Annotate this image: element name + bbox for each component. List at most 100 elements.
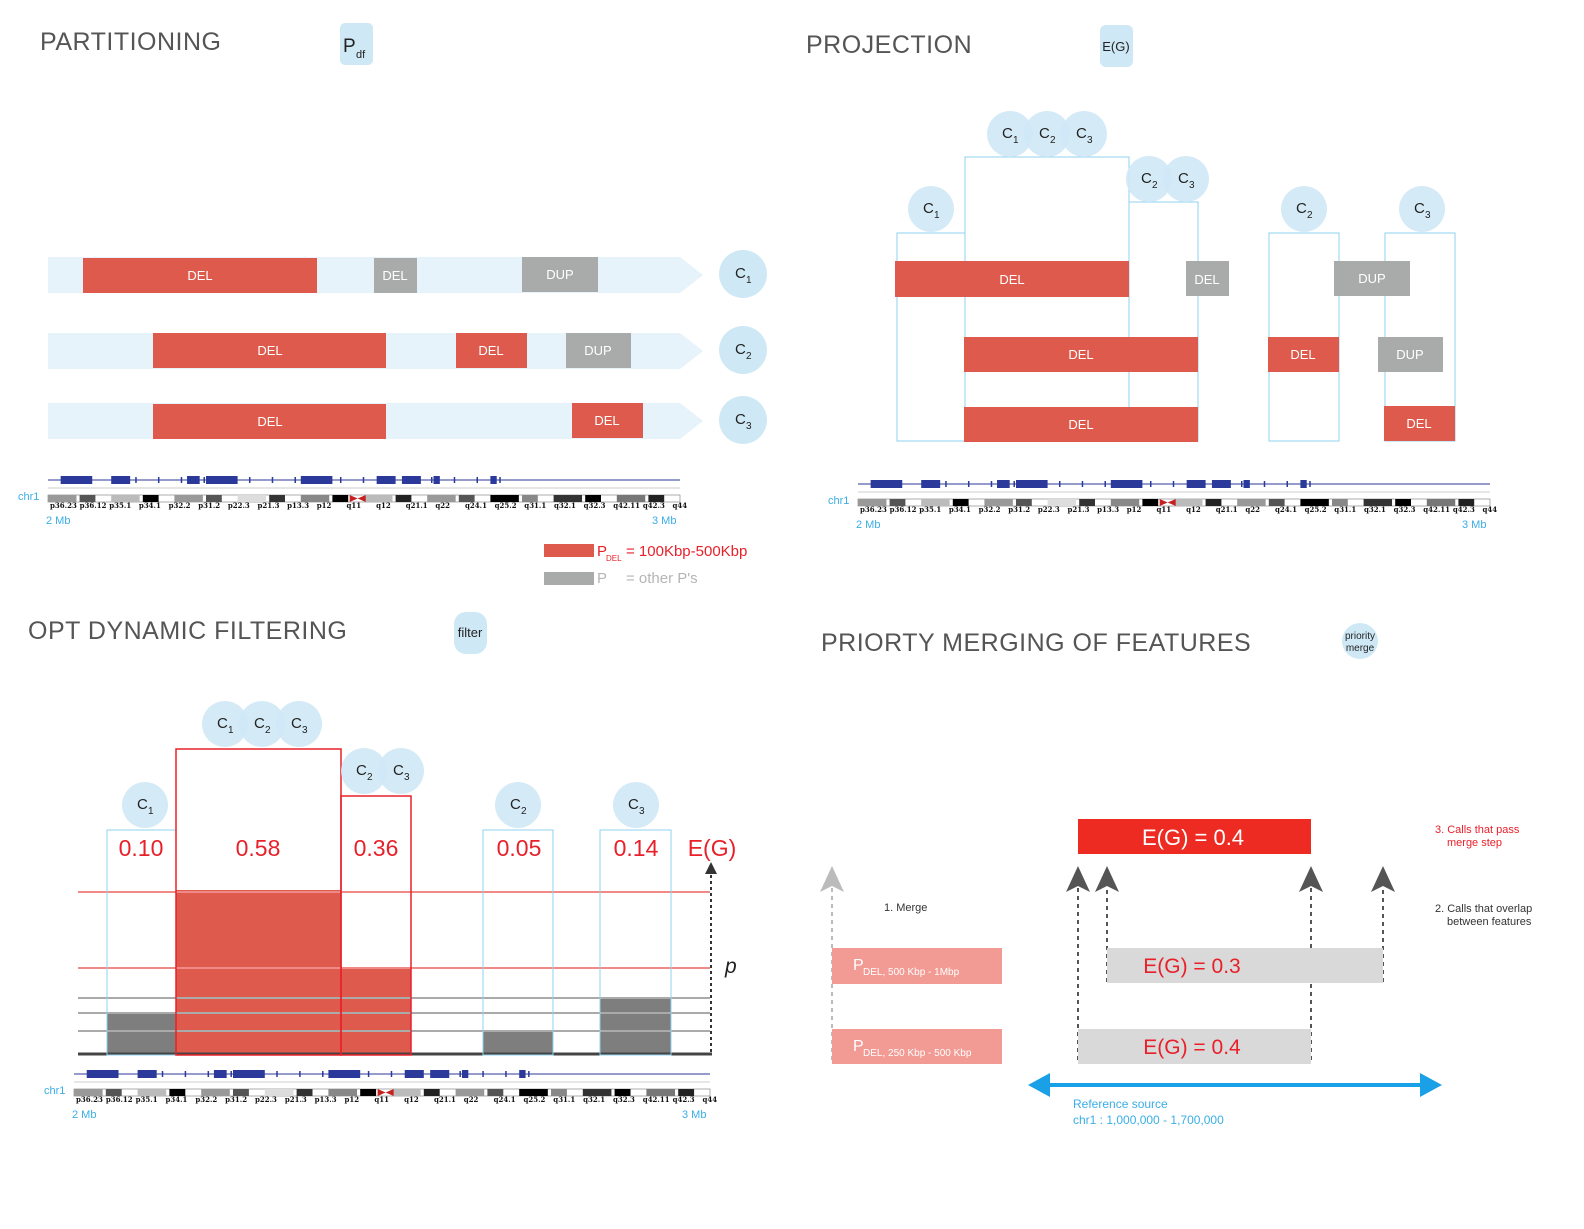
p-box-bottom-main: P [853, 1038, 864, 1055]
band-label: q12 [404, 1095, 419, 1104]
band-label: p21.3 [258, 501, 280, 510]
step2-line1: 2. Calls that overlap [1435, 903, 1532, 915]
filter-badge [454, 612, 487, 654]
cluster-letter: C [1039, 125, 1050, 142]
outline-c123 [964, 156, 1130, 442]
band-label: p34.1 [165, 1095, 187, 1104]
band-label: p35.1 [109, 501, 131, 510]
eg-value: 0.58 [236, 835, 281, 861]
band-label: p32.2 [979, 505, 1001, 514]
cluster-letter: C [1002, 125, 1013, 142]
filter-bar-grey [107, 1013, 176, 1055]
chrom-label: chr1 [18, 491, 39, 503]
filtering-panel: OPT DYNAMIC FILTERING filter 0.10 [28, 612, 737, 1121]
band-label: q42.11 [643, 1095, 670, 1104]
bar-label: DUP [546, 267, 573, 282]
band-label: q42.3 [643, 501, 665, 510]
cluster-letter: C [1141, 170, 1152, 187]
step3-line1: 3. Calls that pass [1435, 824, 1520, 836]
cluster-sub: 2 [521, 806, 527, 817]
dup-bar [522, 257, 598, 292]
step2-line2: between features [1447, 916, 1532, 928]
eg-value: 0.36 [354, 835, 399, 861]
band-label: p22.3 [228, 501, 250, 510]
outline-c2 [482, 829, 554, 1056]
partitioning-panel: PARTITIONING P df DEL DEL DUP C 1 DEL DE… [18, 23, 767, 587]
merged-call-label: E(G) = 0.4 [1142, 825, 1244, 850]
band-label: q12 [1186, 505, 1201, 514]
other-bar [1186, 261, 1229, 296]
band-label: p35.1 [136, 1095, 158, 1104]
cluster-sub: 3 [1425, 210, 1431, 221]
arrowhead-light [820, 866, 844, 892]
del-bar [572, 403, 643, 438]
band-label: q42.11 [613, 501, 640, 510]
reference-source-label: Reference source [1073, 1097, 1168, 1111]
band-label: q32.1 [554, 501, 576, 510]
bar-label: DEL [1194, 272, 1219, 287]
eg-badge [1100, 25, 1133, 67]
bar-label: DEL [1406, 416, 1431, 431]
pdf-badge [340, 23, 373, 65]
cluster-sub: 3 [302, 725, 308, 736]
ideogram-partitioning: p36.23 p36.12 p35.1 p34.1 p32.2 p31.2 p22.3 p21… [18, 476, 687, 527]
pdf-badge-sub: df [356, 49, 366, 61]
merging-panel: PRIORTY MERGING OF FEATURES priority mer… [820, 623, 1532, 1127]
cluster-sub: 2 [265, 725, 271, 736]
band-label: q24.1 [494, 1095, 516, 1104]
band-label: p31.2 [1008, 505, 1030, 514]
del-bar [456, 333, 527, 368]
legend: P DEL = 100Kbp-500Kbp P = other P's [544, 543, 747, 587]
cluster-letter: C [393, 762, 404, 779]
filter-bar-grey [483, 1031, 553, 1055]
partitioning-title: PARTITIONING [40, 28, 221, 56]
legend-del-text: = 100Kbp-500Kbp [626, 543, 747, 560]
bar-label: DEL [999, 272, 1024, 287]
coord-left: 2 Mb [46, 515, 70, 527]
arrowhead [1299, 866, 1323, 892]
legend-other-text: = other P's [626, 570, 698, 587]
eg-value: 0.10 [119, 835, 164, 861]
cluster-letter: C [735, 411, 746, 428]
legend-other-swatch [544, 572, 594, 585]
band-label: p36.12 [106, 1095, 133, 1104]
eg-box-bottom-label: E(G) = 0.4 [1143, 1036, 1241, 1059]
bar-label: DEL [1068, 347, 1093, 362]
band-label: p21.3 [1068, 505, 1090, 514]
arrowhead [1371, 866, 1395, 892]
band-label: p31.2 [198, 501, 220, 510]
band-label: q32.1 [1364, 505, 1386, 514]
band-label: q22 [435, 501, 450, 510]
band-label: p35.1 [919, 505, 941, 514]
band-label: q32.1 [583, 1095, 605, 1104]
band-label: q24.1 [1275, 505, 1297, 514]
chrom-label: chr1 [44, 1085, 65, 1097]
bar-label: DUP [584, 343, 611, 358]
cluster-c3-badge [719, 396, 767, 444]
cluster-letter: C [735, 341, 746, 358]
del-bar [964, 407, 1198, 442]
band-label: q11 [1156, 505, 1171, 514]
dup-bar [1334, 261, 1410, 296]
band-label: q44 [673, 501, 688, 510]
cluster-sub: 3 [404, 772, 410, 783]
cluster-sub: 2 [1152, 180, 1158, 191]
dup-bar [566, 333, 631, 368]
cluster-c1-badge [719, 250, 767, 298]
cluster-letter: C [628, 796, 639, 813]
projection-title: PROJECTION [806, 31, 972, 59]
cluster-letter: C [1414, 200, 1425, 217]
del-bar [153, 404, 386, 439]
bar-label: DEL [478, 343, 503, 358]
cluster-letter: C [1178, 170, 1189, 187]
arrowhead [1095, 866, 1119, 892]
